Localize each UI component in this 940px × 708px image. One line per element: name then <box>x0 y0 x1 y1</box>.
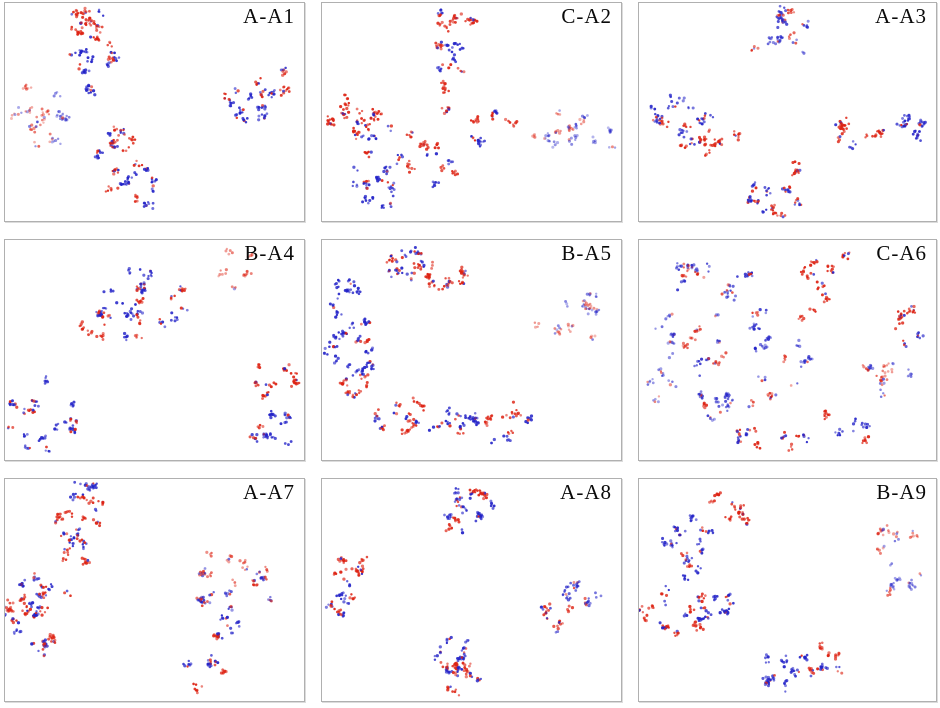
panel-label: B-A5 <box>561 241 612 265</box>
panel-label: A-A1 <box>243 4 295 28</box>
scatter-plot <box>10 6 291 210</box>
panel-label: A-A3 <box>875 4 927 28</box>
panel-label: A-A7 <box>243 480 295 504</box>
scatter-plot <box>322 245 601 445</box>
scatter-plot <box>6 247 301 453</box>
scatter-plot <box>639 491 923 693</box>
scatter-plot <box>5 480 273 695</box>
panel-label: B-A4 <box>244 241 295 265</box>
scatter-panel-c-a6: C-A6 <box>638 239 937 461</box>
scatter-plot <box>324 487 603 697</box>
scatter-panel-a-a1: A-A1 <box>4 2 305 222</box>
panel-label: A-A8 <box>560 480 612 504</box>
scatter-panel-a-a8: A-A8 <box>321 478 622 702</box>
scatter-panel-b-a4: B-A4 <box>4 239 305 461</box>
scatter-plot <box>326 8 617 210</box>
scatter-panel-a-a7: A-A7 <box>4 478 305 702</box>
panel-label: C-A2 <box>561 4 612 28</box>
scatter-panel-b-a5: B-A5 <box>321 239 622 461</box>
scatter-panel-b-a9: B-A9 <box>638 478 937 702</box>
scatter-panel-a-a3: A-A3 <box>638 2 937 222</box>
panel-label: C-A6 <box>876 241 927 265</box>
panel-label: B-A9 <box>876 480 927 504</box>
scatter-plot <box>649 4 927 219</box>
scatter-panel-c-a2: C-A2 <box>321 2 622 222</box>
scatter-plot <box>646 251 925 452</box>
